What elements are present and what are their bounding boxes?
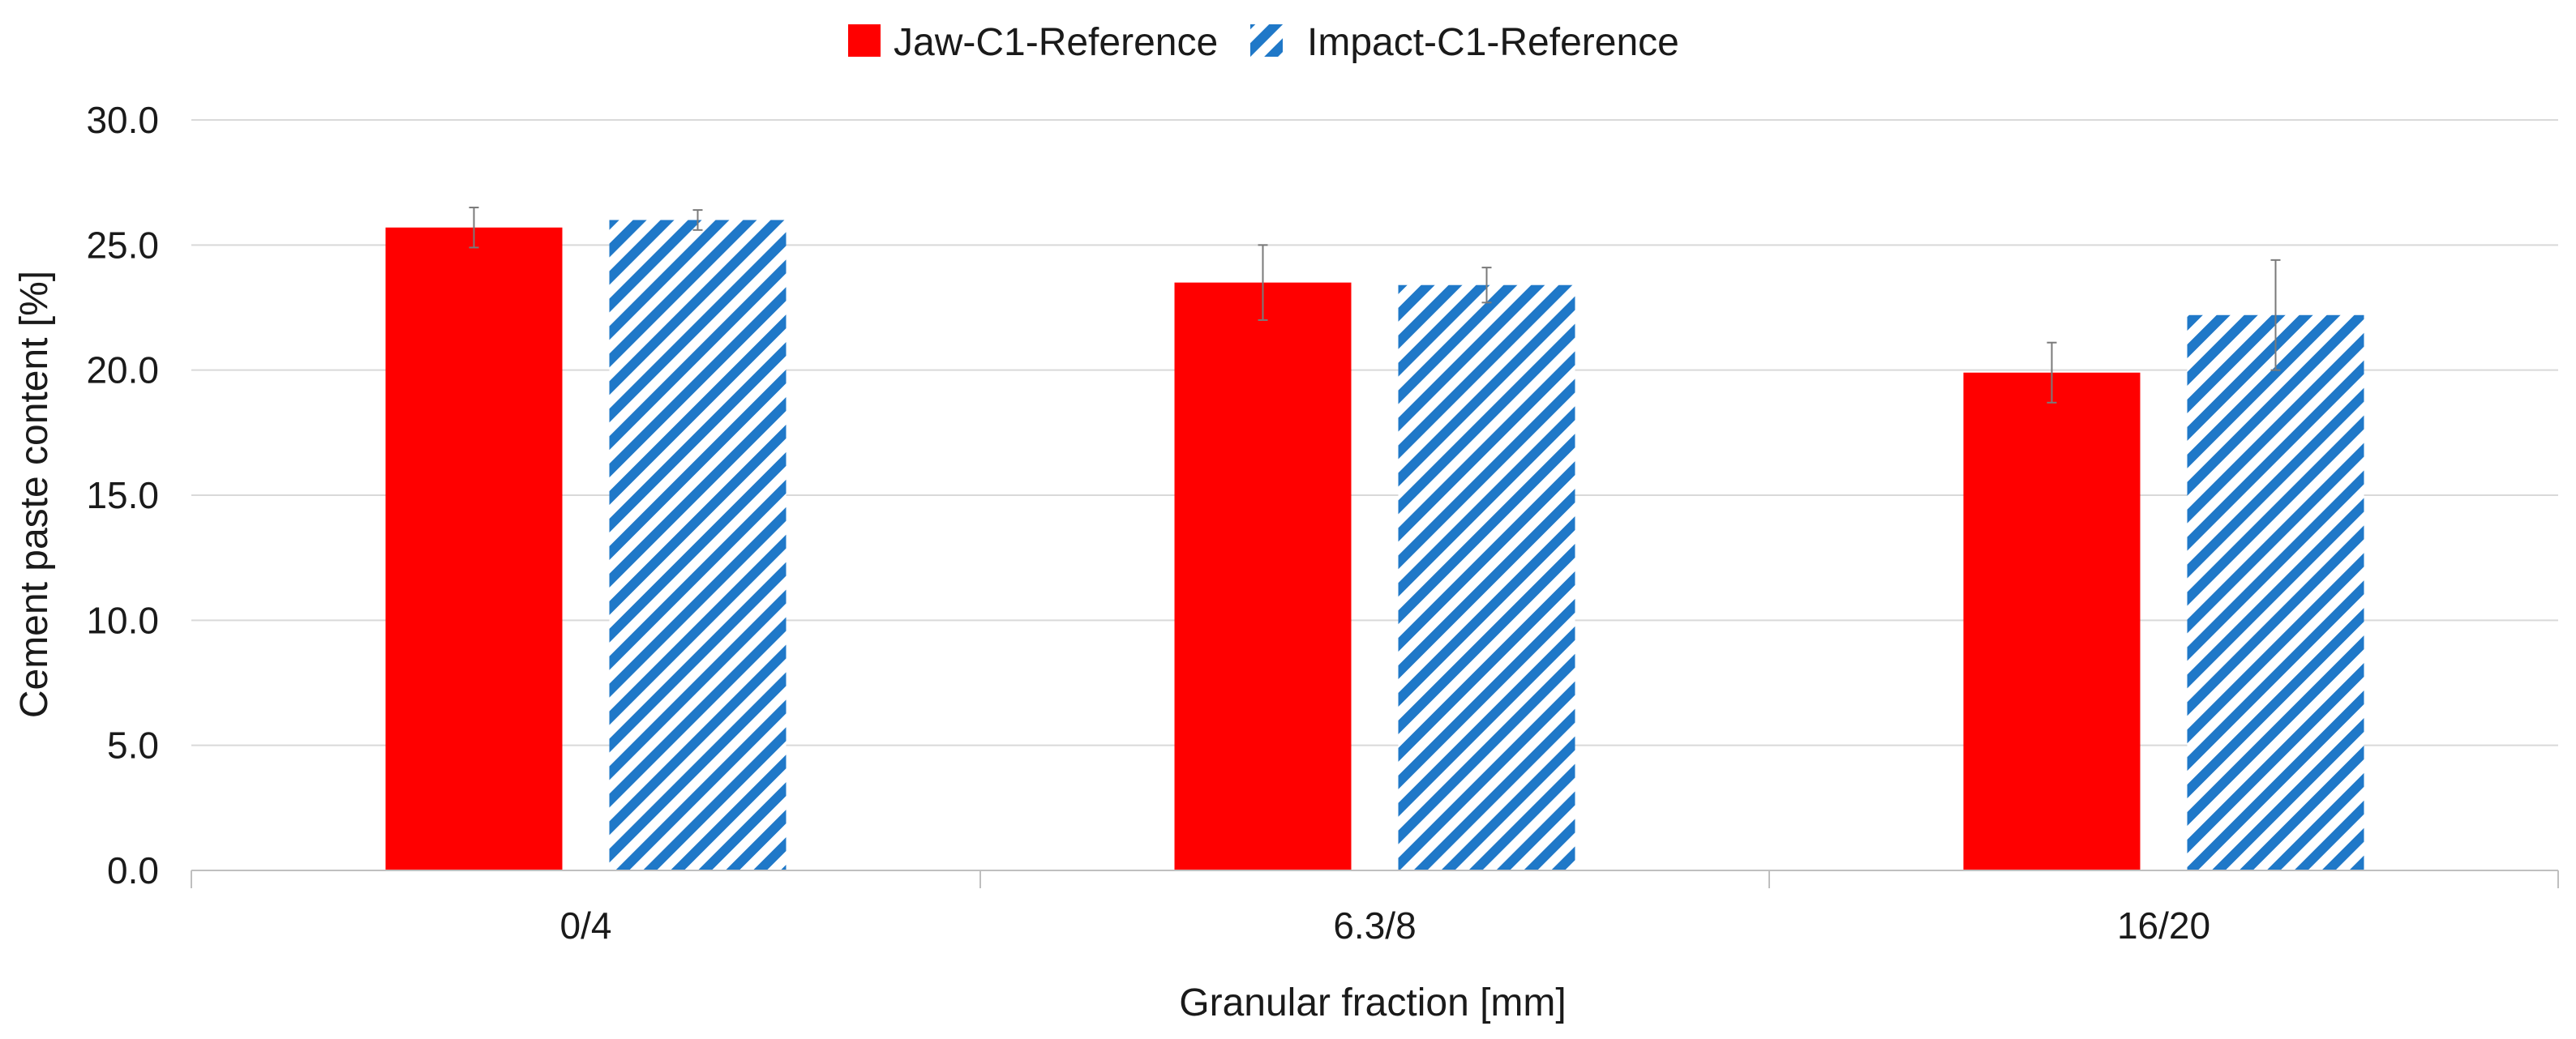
legend-item-impact: Impact-C1-Reference xyxy=(1250,21,1679,64)
y-tick-label: 0.0 xyxy=(107,849,159,891)
error-bar-jaw-0 xyxy=(469,207,479,249)
x-tick-label: 0/4 xyxy=(560,904,612,947)
error-bar-impact-0 xyxy=(692,209,703,231)
bar-impact-2 xyxy=(2187,314,2364,870)
y-axis-ticks: 0.0 5.0 10.0 15.0 20.0 25.0 30.0 xyxy=(86,99,159,891)
x-tick-label: 6.3/8 xyxy=(1333,904,1416,947)
x-tick-label: 16/20 xyxy=(2117,904,2210,947)
legend-item-jaw: Jaw-C1-Reference xyxy=(848,21,1218,64)
error-bar-jaw-1 xyxy=(1258,244,1268,321)
x-axis-title: Granular fraction [mm] xyxy=(1179,981,1566,1024)
x-axis xyxy=(191,870,2559,888)
bar-jaw-1 xyxy=(1174,282,1352,871)
legend-swatch-jaw xyxy=(848,24,881,57)
error-bar-jaw-2 xyxy=(2047,341,2057,404)
y-tick-label: 25.0 xyxy=(86,224,159,266)
y-axis-title: Cement paste content [%] xyxy=(13,271,56,718)
bars xyxy=(385,220,2364,871)
bar-jaw-0 xyxy=(385,227,563,870)
error-bar-impact-2 xyxy=(2270,259,2281,371)
y-tick-label: 5.0 xyxy=(107,725,159,767)
y-tick-label: 10.0 xyxy=(86,599,159,641)
legend-swatch-impact xyxy=(1250,24,1283,57)
legend-label-impact: Impact-C1-Reference xyxy=(1307,21,1679,64)
y-tick-label: 20.0 xyxy=(86,349,159,391)
bar-impact-1 xyxy=(1398,284,1575,871)
error-bar-impact-1 xyxy=(1481,267,1492,304)
bar-jaw-2 xyxy=(1963,372,2141,871)
y-tick-label: 30.0 xyxy=(86,99,159,141)
legend: Jaw-C1-Reference Impact-C1-Reference xyxy=(848,21,1679,64)
legend-label-jaw: Jaw-C1-Reference xyxy=(894,21,1218,64)
y-tick-label: 15.0 xyxy=(86,474,159,516)
bar-impact-0 xyxy=(609,220,787,870)
error-bars xyxy=(469,207,2281,404)
gridlines xyxy=(191,119,2558,746)
x-axis-tick-labels: 0/4 6.3/8 16/20 xyxy=(560,904,2211,947)
